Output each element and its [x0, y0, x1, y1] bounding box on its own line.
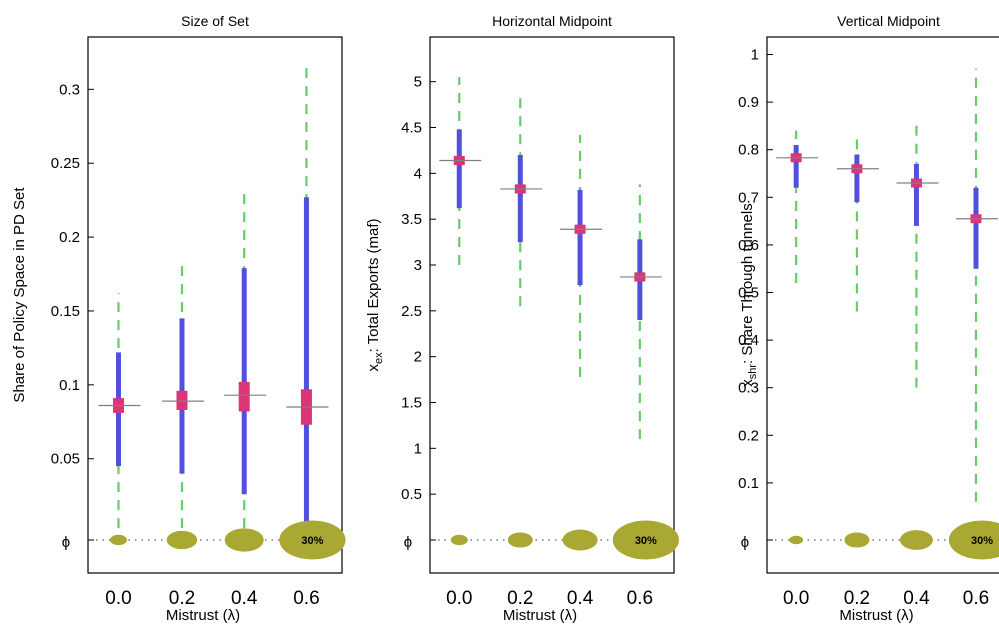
- chart-title: Size of Set: [181, 13, 249, 29]
- x-tick-label: 0.0: [105, 588, 131, 609]
- empty-set-percent-label: 30%: [971, 535, 993, 547]
- chart-panel-1: Size of Set 0.05 0.1 0.15 0.2 0.25 0.3 ϕ 0.0 0.2 0…: [11, 13, 346, 624]
- y-axis-label: xex: Total Exports (maf): [365, 218, 385, 371]
- y-tick-label: 0.1: [59, 377, 80, 394]
- empty-set-ellipse: [948, 520, 999, 560]
- y-axis-label-rest: : Total Exports (maf): [365, 218, 382, 352]
- y-tick-label: 4: [414, 165, 422, 182]
- y-axis-label-subscript: ex: [373, 352, 385, 364]
- y-tick-label: 0.7: [738, 189, 759, 206]
- chart-panel-3: Vertical Midpoint 0.1 0.2 0.3 0.4 0.5 0.6 0.7 0.…: [738, 13, 999, 624]
- empty-set-ellipse: [450, 534, 468, 546]
- y-tick-label: 0.25: [51, 155, 80, 172]
- x-axis-label: Mistrust (λ): [839, 607, 913, 624]
- empty-set-ellipse: [279, 520, 346, 560]
- y-tick-label: 0.2: [738, 427, 759, 444]
- y-axis-label-rest: : Share Through tunnels: [739, 203, 756, 364]
- x-tick-label: 0.2: [169, 588, 195, 609]
- y-tick-label: 3: [414, 257, 422, 274]
- x-tick-label: 0.2: [844, 588, 870, 609]
- empty-set-ellipse: [109, 534, 127, 546]
- empty-set-ellipse: [789, 535, 804, 545]
- empty-set-percent-label: 30%: [635, 535, 657, 547]
- y-tick-label: 0.2: [59, 229, 80, 246]
- y-tick-label: 0.9: [738, 94, 759, 111]
- empty-set-percent-label: 30%: [301, 535, 323, 547]
- x-axis-label: Mistrust (λ): [166, 607, 240, 624]
- y-tick-label: 2: [414, 349, 422, 366]
- y-tick-label: 3.5: [401, 211, 422, 228]
- y-axis-label-main: x: [739, 379, 756, 387]
- empty-set-symbol: ϕ: [404, 534, 412, 551]
- y-tick-label: 0.6: [738, 237, 759, 254]
- empty-set-ellipse: [612, 520, 679, 560]
- empty-set-ellipse: [507, 532, 533, 548]
- y-tick-label: 0.4: [738, 332, 759, 349]
- y-tick-label: 0.8: [738, 142, 759, 159]
- y-tick-label: 4.5: [401, 120, 422, 137]
- x-axis-label: Mistrust (λ): [503, 607, 577, 624]
- x-tick-label: 0.6: [963, 588, 989, 609]
- x-tick-label: 0.4: [567, 588, 594, 609]
- y-tick-label: 0.05: [51, 451, 80, 468]
- x-tick-label: 0.0: [783, 588, 809, 609]
- chart-panel-2: Horizontal Midpoint 0.5 1 1.5 2 2.5 3 3.5 4 4.5 5 ϕ…: [365, 13, 679, 624]
- chart-title: Vertical Midpoint: [837, 13, 940, 29]
- y-tick-label: 1: [751, 47, 759, 64]
- y-axis-label: xshr: Share Through tunnels: [739, 203, 759, 386]
- empty-set-ellipse: [899, 530, 933, 550]
- y-tick-label: 0.3: [738, 380, 759, 397]
- y-tick-label: 1: [414, 440, 422, 457]
- y-tick-label: 0.1: [738, 475, 759, 492]
- empty-set-ellipse: [562, 529, 598, 551]
- x-tick-label: 0.4: [903, 588, 930, 609]
- y-tick-label: 0.15: [51, 303, 80, 320]
- empty-set-symbol: ϕ: [62, 534, 70, 551]
- y-axis-label: Share of Policy Space in PD Set: [11, 187, 28, 403]
- y-tick-label: 0.5: [738, 285, 759, 302]
- empty-set-ellipse: [844, 532, 870, 548]
- plot-frame: [766, 36, 999, 574]
- median-ci-box: [176, 390, 188, 410]
- y-tick-label: 0.3: [59, 81, 80, 98]
- chart-title: Horizontal Midpoint: [492, 13, 612, 29]
- x-tick-label: 0.6: [627, 588, 653, 609]
- y-axis-label-subscript: shr: [747, 364, 759, 380]
- y-tick-label: 5: [414, 74, 422, 91]
- plot-frame: [87, 36, 343, 574]
- x-tick-label: 0.6: [293, 588, 319, 609]
- x-tick-label: 0.0: [446, 588, 472, 609]
- x-tick-label: 0.4: [231, 588, 258, 609]
- empty-set-ellipse: [224, 528, 264, 552]
- plot-frame: [429, 36, 675, 574]
- y-tick-label: 1.5: [401, 395, 422, 412]
- y-tick-label: 2.5: [401, 303, 422, 320]
- x-tick-label: 0.2: [507, 588, 533, 609]
- y-axis-label-main: x: [365, 364, 382, 372]
- median-ci-box: [238, 381, 250, 412]
- y-tick-label: 0.5: [401, 486, 422, 503]
- empty-set-ellipse: [166, 530, 198, 550]
- empty-set-symbol: ϕ: [741, 534, 749, 551]
